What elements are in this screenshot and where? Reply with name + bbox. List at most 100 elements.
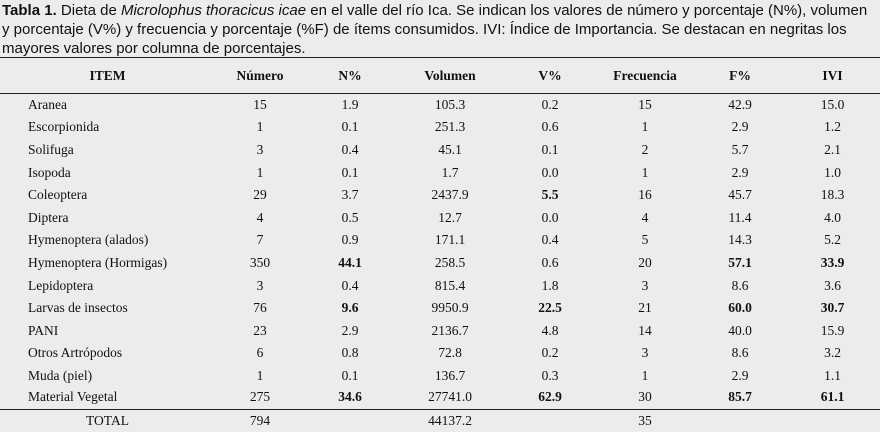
n-pct-cell: 0.5 xyxy=(341,209,359,225)
n-pct-cell: 0.1 xyxy=(341,164,359,180)
header-v-pct: V% xyxy=(505,57,595,94)
table-row: Lepidoptera 3 0.4 815.4 1.8 3 8.6 3.6 xyxy=(0,274,880,297)
total-volumen: 44137.2 xyxy=(428,413,472,429)
total-n-pct xyxy=(305,410,395,432)
v-pct-cell: 0.6 xyxy=(541,119,559,135)
ivi-cell: 30.7 xyxy=(820,300,845,316)
v-pct-cell: 0.0 xyxy=(541,209,559,225)
f-pct-cell: 11.4 xyxy=(728,209,752,225)
caption-label: Tabla 1. xyxy=(2,2,57,19)
table-row: Hymenoptera (Hormigas) 350 44.1 258.5 0.6 20 5… xyxy=(0,252,880,275)
volumen-cell: 105.3 xyxy=(434,97,466,113)
header-frecuencia: Frecuencia xyxy=(595,57,695,94)
volumen-cell: 12.7 xyxy=(438,209,462,225)
v-pct-cell: 0.3 xyxy=(541,367,559,383)
frecuencia-cell: 1 xyxy=(641,119,649,135)
n-pct-cell: 0.4 xyxy=(341,277,359,293)
n-pct-cell: 0.1 xyxy=(341,367,359,383)
frecuencia-cell: 4 xyxy=(641,209,649,225)
header-f-pct: F% xyxy=(695,57,785,94)
header-n-pct: N% xyxy=(305,57,395,94)
ivi-cell: 3.2 xyxy=(824,345,841,361)
numero-cell: 1 xyxy=(256,119,264,135)
item-name: Solifuga xyxy=(28,141,74,157)
n-pct-cell: 2.9 xyxy=(341,322,359,338)
table-row: Otros Artrópodos 6 0.8 72.8 0.2 3 8.6 3.2 xyxy=(0,342,880,365)
frecuencia-cell: 1 xyxy=(641,367,649,383)
ivi-cell: 1.0 xyxy=(824,164,841,180)
header-numero: Número xyxy=(215,57,305,94)
total-ivi xyxy=(785,410,880,432)
ivi-cell: 15.9 xyxy=(820,322,845,338)
ivi-cell: 4.0 xyxy=(824,209,841,225)
v-pct-cell: 0.2 xyxy=(541,345,559,361)
item-name: Larvas de insectos xyxy=(28,300,128,316)
v-pct-cell: 4.8 xyxy=(541,322,559,338)
frecuencia-cell: 14 xyxy=(638,322,652,338)
n-pct-cell: 1.9 xyxy=(341,97,359,113)
frecuencia-cell: 3 xyxy=(641,345,649,361)
table-row: Escorpionida 1 0.1 251.3 0.6 1 2.9 1.2 xyxy=(0,116,880,139)
volumen-cell: 1.7 xyxy=(441,164,459,180)
total-f-pct xyxy=(695,410,785,432)
numero-cell: 1 xyxy=(256,164,264,180)
table-row: PANI 23 2.9 2136.7 4.8 14 40.0 15.9 xyxy=(0,319,880,342)
f-pct-cell: 14.3 xyxy=(728,232,752,248)
ivi-cell: 15.0 xyxy=(820,97,845,113)
frecuencia-cell: 1 xyxy=(641,164,649,180)
total-label: TOTAL xyxy=(86,413,129,429)
f-pct-cell: 45.7 xyxy=(728,187,752,203)
item-name: Coleoptera xyxy=(28,187,88,203)
table-row: Material Vegetal 275 34.6 27741.0 62.9 30 85.7… xyxy=(0,387,880,410)
n-pct-cell: 0.8 xyxy=(341,345,359,361)
frecuencia-cell: 3 xyxy=(641,277,649,293)
header-volumen: Volumen xyxy=(395,57,505,94)
ivi-cell: 1.2 xyxy=(824,119,841,135)
item-name: Diptera xyxy=(28,209,69,225)
header-ivi: IVI xyxy=(785,57,880,94)
header-item: ITEM xyxy=(0,57,215,94)
table-caption: Tabla 1. Dieta de Microlophus thoracicus… xyxy=(0,0,880,57)
ivi-cell: 1.1 xyxy=(824,367,841,383)
table-row: Hymenoptera (alados) 7 0.9 171.1 0.4 5 14.3 5.2 xyxy=(0,229,880,252)
item-name: Otros Artrópodos xyxy=(28,345,123,361)
numero-cell: 15 xyxy=(253,97,267,113)
volumen-cell: 72.8 xyxy=(438,345,462,361)
volumen-cell: 2136.7 xyxy=(431,322,469,338)
table-row: Diptera 4 0.5 12.7 0.0 4 11.4 4.0 xyxy=(0,206,880,229)
v-pct-cell: 0.1 xyxy=(541,141,559,157)
frecuencia-cell: 30 xyxy=(638,389,652,405)
f-pct-cell: 57.1 xyxy=(728,254,752,270)
ivi-cell: 2.1 xyxy=(824,141,841,157)
item-name: Escorpionida xyxy=(28,119,100,135)
f-pct-cell: 2.9 xyxy=(731,164,749,180)
ivi-cell: 3.6 xyxy=(824,277,841,293)
ivi-cell: 5.2 xyxy=(824,232,841,248)
volumen-cell: 27741.0 xyxy=(428,389,472,405)
caption-post: en el valle del río Ica. Se indican los … xyxy=(2,2,868,57)
v-pct-cell: 1.8 xyxy=(541,277,559,293)
volumen-cell: 258.5 xyxy=(434,254,466,270)
numero-cell: 3 xyxy=(256,277,264,293)
volumen-cell: 45.1 xyxy=(438,141,462,157)
item-name: PANI xyxy=(28,322,59,338)
volumen-cell: 9950.9 xyxy=(431,300,469,316)
f-pct-cell: 2.9 xyxy=(731,119,749,135)
v-pct-cell: 0.6 xyxy=(541,254,559,270)
caption-pre: Dieta de xyxy=(56,2,121,19)
numero-cell: 3 xyxy=(256,141,264,157)
frecuencia-cell: 16 xyxy=(638,187,652,203)
volumen-cell: 251.3 xyxy=(434,119,466,135)
item-name: Isopoda xyxy=(28,164,71,180)
numero-cell: 7 xyxy=(256,232,264,248)
f-pct-cell: 2.9 xyxy=(731,367,749,383)
f-pct-cell: 40.0 xyxy=(728,322,752,338)
header-row: ITEM Número N% Volumen V% Frecuencia F% … xyxy=(0,57,880,94)
n-pct-cell: 44.1 xyxy=(338,254,362,270)
frecuencia-cell: 2 xyxy=(641,141,649,157)
item-name: Aranea xyxy=(28,97,67,113)
ivi-cell: 61.1 xyxy=(820,389,845,405)
total-frecuencia: 35 xyxy=(638,413,652,429)
volumen-cell: 171.1 xyxy=(434,232,466,248)
v-pct-cell: 0.4 xyxy=(541,232,559,248)
